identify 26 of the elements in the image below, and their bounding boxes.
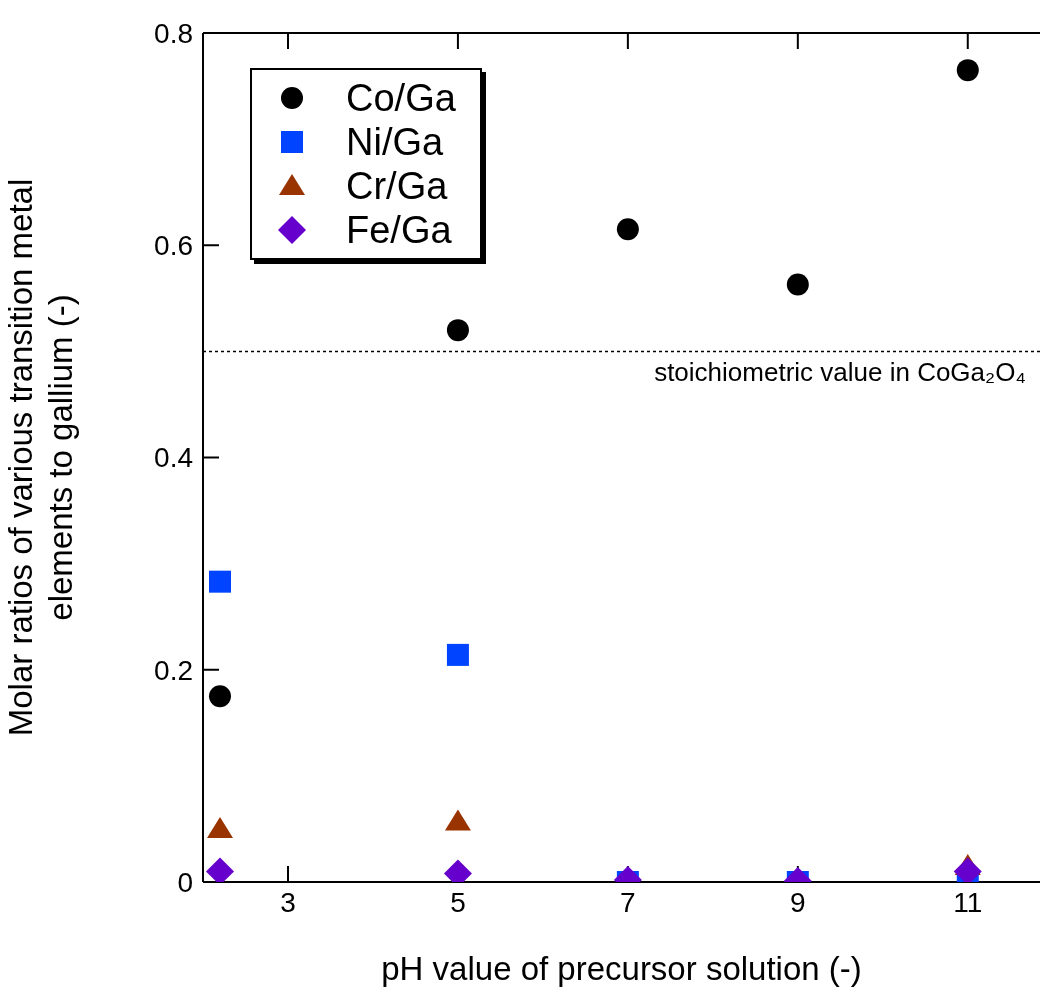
x-axis-title: pH value of precursor solution (-) [381, 950, 862, 987]
x-tick-label: 9 [790, 886, 806, 918]
y-tick-label: 0.6 [154, 230, 193, 262]
legend-label: Ni/Ga [346, 120, 444, 164]
point [206, 816, 233, 838]
x-tick-label: 11 [953, 886, 983, 918]
x-tick-label: 3 [280, 886, 296, 918]
point [786, 273, 809, 296]
point [446, 643, 469, 666]
legend-label: Cr/Ga [346, 164, 448, 208]
point [209, 570, 231, 593]
point [956, 59, 979, 82]
point [616, 218, 639, 241]
point [444, 809, 471, 831]
x-tick-label: 7 [620, 886, 636, 918]
point [446, 319, 469, 342]
y-tick-label: 0.2 [154, 654, 193, 686]
y-tick-label: 0 [177, 866, 193, 898]
x-tick-label: 5 [450, 886, 466, 918]
y-axis-title: Molar ratios of various transition metal elements to gallium (-) [2, 178, 79, 737]
y-tick-label: 0.8 [154, 17, 193, 49]
ref-line-label: stoichiometric value in CoGa₂O₄ [654, 357, 1026, 388]
y-tick-label: 0.4 [154, 442, 193, 474]
legend-label: Co/Ga [346, 76, 456, 120]
point [209, 685, 231, 708]
legend-label: Fe/Ga [346, 208, 452, 252]
